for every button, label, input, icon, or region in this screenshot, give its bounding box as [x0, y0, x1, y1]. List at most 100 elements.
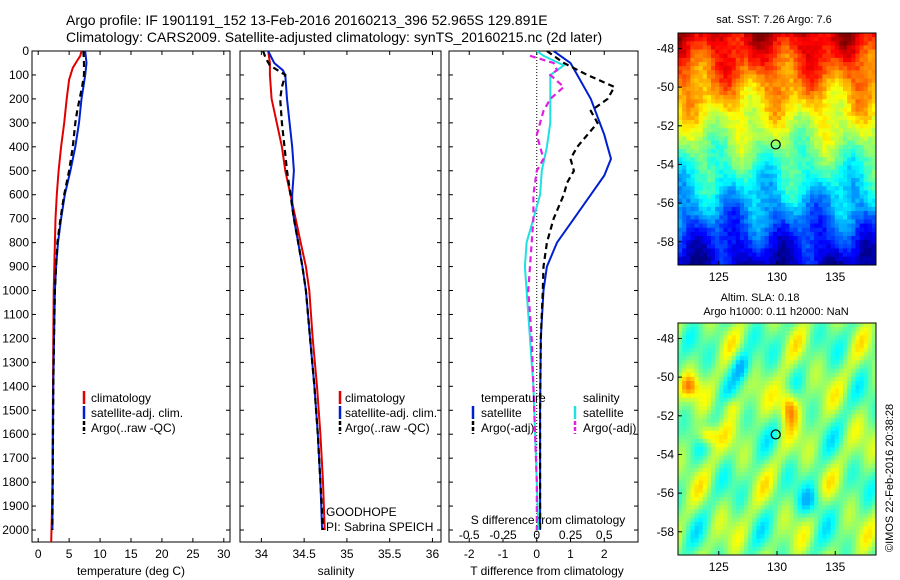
heatmap-cell	[818, 410, 823, 415]
heatmap-cell	[719, 248, 724, 254]
heatmap-cell	[859, 372, 865, 378]
heatmap-cell	[727, 95, 733, 100]
heatmap-cell	[810, 451, 815, 457]
heatmap-cell	[772, 244, 778, 250]
heatmap-cell	[793, 352, 799, 357]
heatmap-cell	[756, 78, 762, 84]
heatmap-cell	[735, 202, 741, 208]
temperature-panel: 0100200300400500600700800900100011001200…	[2, 44, 231, 578]
heatmap-cell	[772, 33, 778, 38]
heatmap-cell	[818, 182, 823, 187]
heatmap-cell	[785, 95, 790, 100]
heatmap-cell	[735, 74, 741, 80]
heatmap-cell	[682, 45, 687, 51]
heatmap-cell	[822, 219, 828, 225]
heatmap-cell	[711, 443, 716, 448]
heatmap-cell	[694, 231, 700, 237]
heatmap-cell	[764, 165, 770, 171]
heatmap-cell	[686, 153, 691, 158]
heatmap-cell	[859, 343, 865, 349]
heatmap-cell	[810, 393, 815, 399]
heatmap-cell	[830, 190, 836, 196]
heatmap-cell	[822, 331, 828, 337]
heatmap-cell	[702, 430, 708, 436]
heatmap-cell	[739, 194, 745, 200]
heatmap-cell	[801, 66, 807, 71]
heatmap-cell	[735, 492, 741, 498]
heatmap-cell	[830, 194, 836, 200]
heatmap-cell	[826, 178, 832, 183]
heatmap-cell	[855, 439, 861, 444]
heatmap-cell	[838, 182, 844, 187]
heatmap-cell	[764, 86, 770, 92]
heatmap-cell	[871, 439, 876, 444]
heatmap-cell	[727, 339, 733, 345]
heatmap-cell	[702, 115, 708, 121]
heatmap-cell	[719, 236, 724, 241]
heatmap-cell	[682, 169, 687, 175]
heatmap-cell	[810, 144, 815, 150]
heatmap-cell	[723, 207, 729, 212]
heatmap-cell	[756, 335, 762, 341]
heatmap-cell	[867, 256, 873, 262]
heatmap-cell	[702, 422, 708, 428]
heatmap-cell	[805, 132, 811, 138]
heatmap-cell	[744, 389, 749, 395]
heatmap-cell	[789, 140, 795, 146]
heatmap-cell	[690, 82, 696, 88]
heatmap-cell	[818, 190, 823, 196]
heatmap-cell	[793, 74, 799, 80]
heatmap-cell	[789, 53, 795, 59]
heatmap-cell	[834, 260, 840, 265]
heatmap-cell	[785, 439, 790, 444]
heatmap-cell	[764, 252, 770, 258]
heatmap-cell	[834, 169, 840, 175]
heatmap-cell	[789, 463, 795, 469]
heatmap-cell	[838, 385, 844, 390]
heatmap-cell	[772, 78, 778, 84]
heatmap-cell	[826, 323, 832, 328]
heatmap-cell	[772, 173, 778, 179]
heatmap-cell	[818, 455, 823, 461]
heatmap-cell	[694, 215, 700, 221]
heatmap-cell	[781, 45, 786, 51]
heatmap-cell	[719, 86, 724, 92]
heatmap-cell	[781, 49, 786, 55]
heatmap-cell	[678, 165, 683, 171]
heatmap-cell	[702, 149, 708, 154]
heatmap-cell	[834, 194, 840, 200]
heatmap-cell	[859, 252, 865, 258]
heatmap-cell	[735, 397, 741, 403]
heatmap-cell	[797, 397, 803, 403]
heatmap-cell	[715, 447, 720, 453]
heatmap-cell	[694, 439, 700, 444]
heatmap-cell	[727, 173, 733, 179]
heatmap-cell	[723, 165, 729, 171]
heatmap-cell	[789, 57, 795, 63]
heatmap-cell	[748, 219, 753, 225]
heatmap-cell	[698, 132, 704, 138]
heatmap-cell	[719, 153, 724, 158]
heatmap-cell	[863, 360, 869, 366]
heatmap-cell	[843, 120, 848, 125]
heatmap-cell	[768, 381, 774, 386]
heatmap-cell	[698, 149, 704, 154]
heatmap-cell	[686, 468, 691, 473]
heatmap-cell	[723, 414, 729, 419]
heatmap-cell	[702, 128, 708, 134]
heatmap-cell	[748, 153, 753, 158]
heatmap-cell	[830, 57, 836, 63]
heatmap-cell	[744, 252, 749, 258]
heatmap-cell	[810, 74, 815, 80]
heatmap-cell	[694, 53, 700, 59]
heatmap-cell	[715, 62, 720, 67]
heatmap-cell	[719, 53, 724, 59]
heatmap-cell	[719, 240, 724, 245]
heatmap-cell	[793, 327, 799, 332]
heatmap-cell	[756, 190, 762, 196]
heatmap-cell	[744, 364, 749, 370]
heatmap-cell	[711, 385, 716, 390]
heatmap-cell	[719, 45, 724, 51]
heatmap-cell	[805, 74, 811, 80]
heatmap-cell	[768, 356, 774, 361]
